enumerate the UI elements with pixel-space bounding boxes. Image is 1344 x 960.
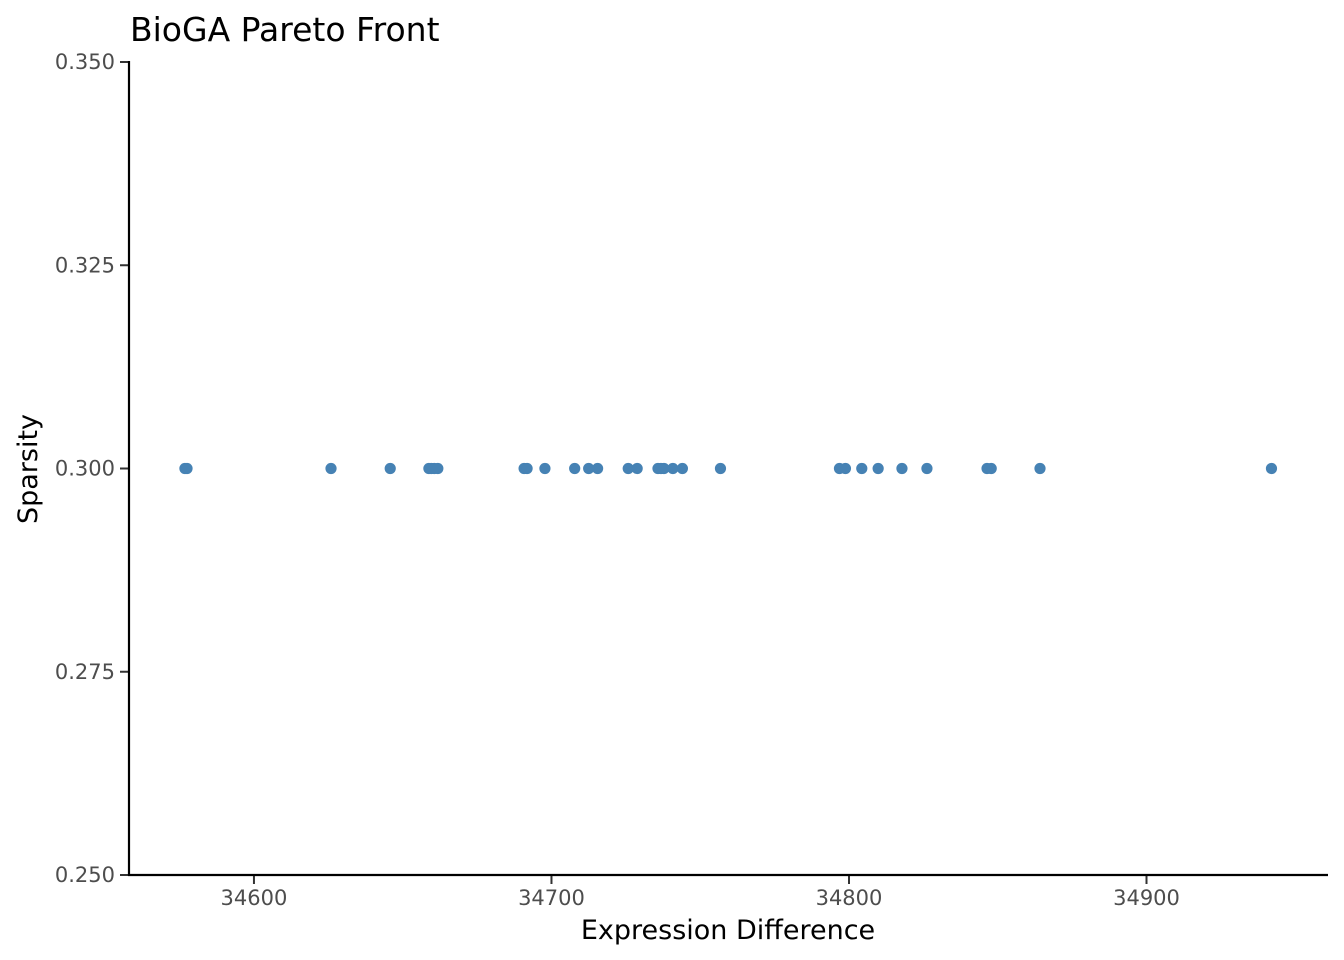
y-tick-label: 0.275 xyxy=(55,660,115,684)
x-tick-label: 34900 xyxy=(1113,886,1180,910)
data-point xyxy=(384,462,396,475)
y-tick-label: 0.325 xyxy=(55,253,115,277)
data-point xyxy=(921,462,933,475)
data-point xyxy=(1265,462,1278,475)
x-axis-ticks: 34600 34700 34800 34900 xyxy=(221,875,1180,910)
data-point xyxy=(325,462,337,475)
data-point xyxy=(181,462,193,475)
chart-title: BioGA Pareto Front xyxy=(130,10,440,49)
data-point xyxy=(896,462,908,475)
data-point xyxy=(631,462,643,475)
data-point xyxy=(667,462,679,475)
x-tick-label: 34600 xyxy=(221,886,288,910)
data-point xyxy=(658,462,670,475)
y-axis-title: Sparsity xyxy=(13,414,44,524)
data-point xyxy=(432,462,444,475)
data-points xyxy=(179,462,1278,475)
data-point xyxy=(872,462,884,475)
data-point xyxy=(856,462,868,475)
data-point xyxy=(569,462,581,475)
y-tick-label: 0.250 xyxy=(55,863,115,887)
data-point xyxy=(583,462,595,475)
x-tick-label: 34700 xyxy=(518,886,585,910)
y-tick-label: 0.350 xyxy=(55,50,115,74)
data-point xyxy=(539,462,551,475)
y-axis-ticks: 0.250 0.275 0.300 0.325 0.350 xyxy=(55,50,129,887)
y-tick-label: 0.300 xyxy=(55,457,115,481)
x-axis-title: Expression Difference xyxy=(581,915,875,946)
x-tick-label: 34800 xyxy=(816,886,883,910)
data-point xyxy=(1034,462,1046,475)
data-point xyxy=(714,462,727,475)
data-point xyxy=(622,462,634,475)
data-point xyxy=(676,462,688,475)
data-point xyxy=(591,462,604,475)
data-point xyxy=(985,462,997,475)
data-point xyxy=(521,462,533,475)
data-point xyxy=(839,462,852,475)
